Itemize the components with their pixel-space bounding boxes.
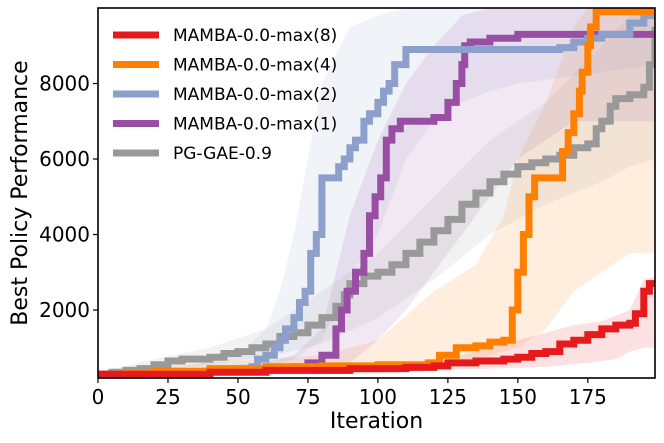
- legend-label-1: MAMBA-0.0-max(4): [173, 56, 337, 76]
- y-tick-label: 2000: [39, 298, 90, 322]
- series-4-band: [98, 8, 655, 377]
- series-0-band: [98, 276, 655, 377]
- x-tick-label: 175: [569, 385, 607, 409]
- series-3-band: [98, 8, 655, 377]
- x-tick-label: 25: [155, 385, 180, 409]
- y-tick-label: 8000: [39, 72, 90, 96]
- legend-label-4: PG-GAE-0.9: [173, 144, 272, 164]
- series-lines: [98, 8, 655, 378]
- plot-area-frame: [97, 7, 656, 379]
- series-2-line: [98, 11, 655, 378]
- x-tick-label: 150: [499, 385, 537, 409]
- x-tick-label: 100: [359, 385, 397, 409]
- y-tick-label: 4000: [39, 223, 90, 247]
- series-1-line: [98, 8, 655, 378]
- series-4-line: [98, 26, 655, 378]
- y-axis-title: Best Policy Performance: [8, 60, 33, 325]
- x-tick-label: 125: [429, 385, 467, 409]
- y-tick-label: 6000: [39, 147, 90, 171]
- legend-label-0: MAMBA-0.0-max(8): [173, 26, 337, 46]
- series-2-band: [98, 8, 655, 377]
- x-tick-label: 0: [92, 385, 105, 409]
- x-axis-ticks: 0 25 50 75 100 125 150 175: [92, 378, 607, 409]
- x-tick-label: 75: [295, 385, 320, 409]
- x-tick-label: 50: [225, 385, 250, 409]
- x-axis-title: Iteration: [330, 409, 423, 434]
- legend-label-2: MAMBA-0.0-max(2): [173, 85, 337, 105]
- y-axis-ticks: 2000 4000 6000 8000: [39, 72, 98, 322]
- legend-label-3: MAMBA-0.0-max(1): [173, 115, 337, 135]
- legend: MAMBA-0.0-max(8) MAMBA-0.0-max(4) MAMBA-0.…: [113, 26, 337, 164]
- series-0-line: [98, 280, 655, 378]
